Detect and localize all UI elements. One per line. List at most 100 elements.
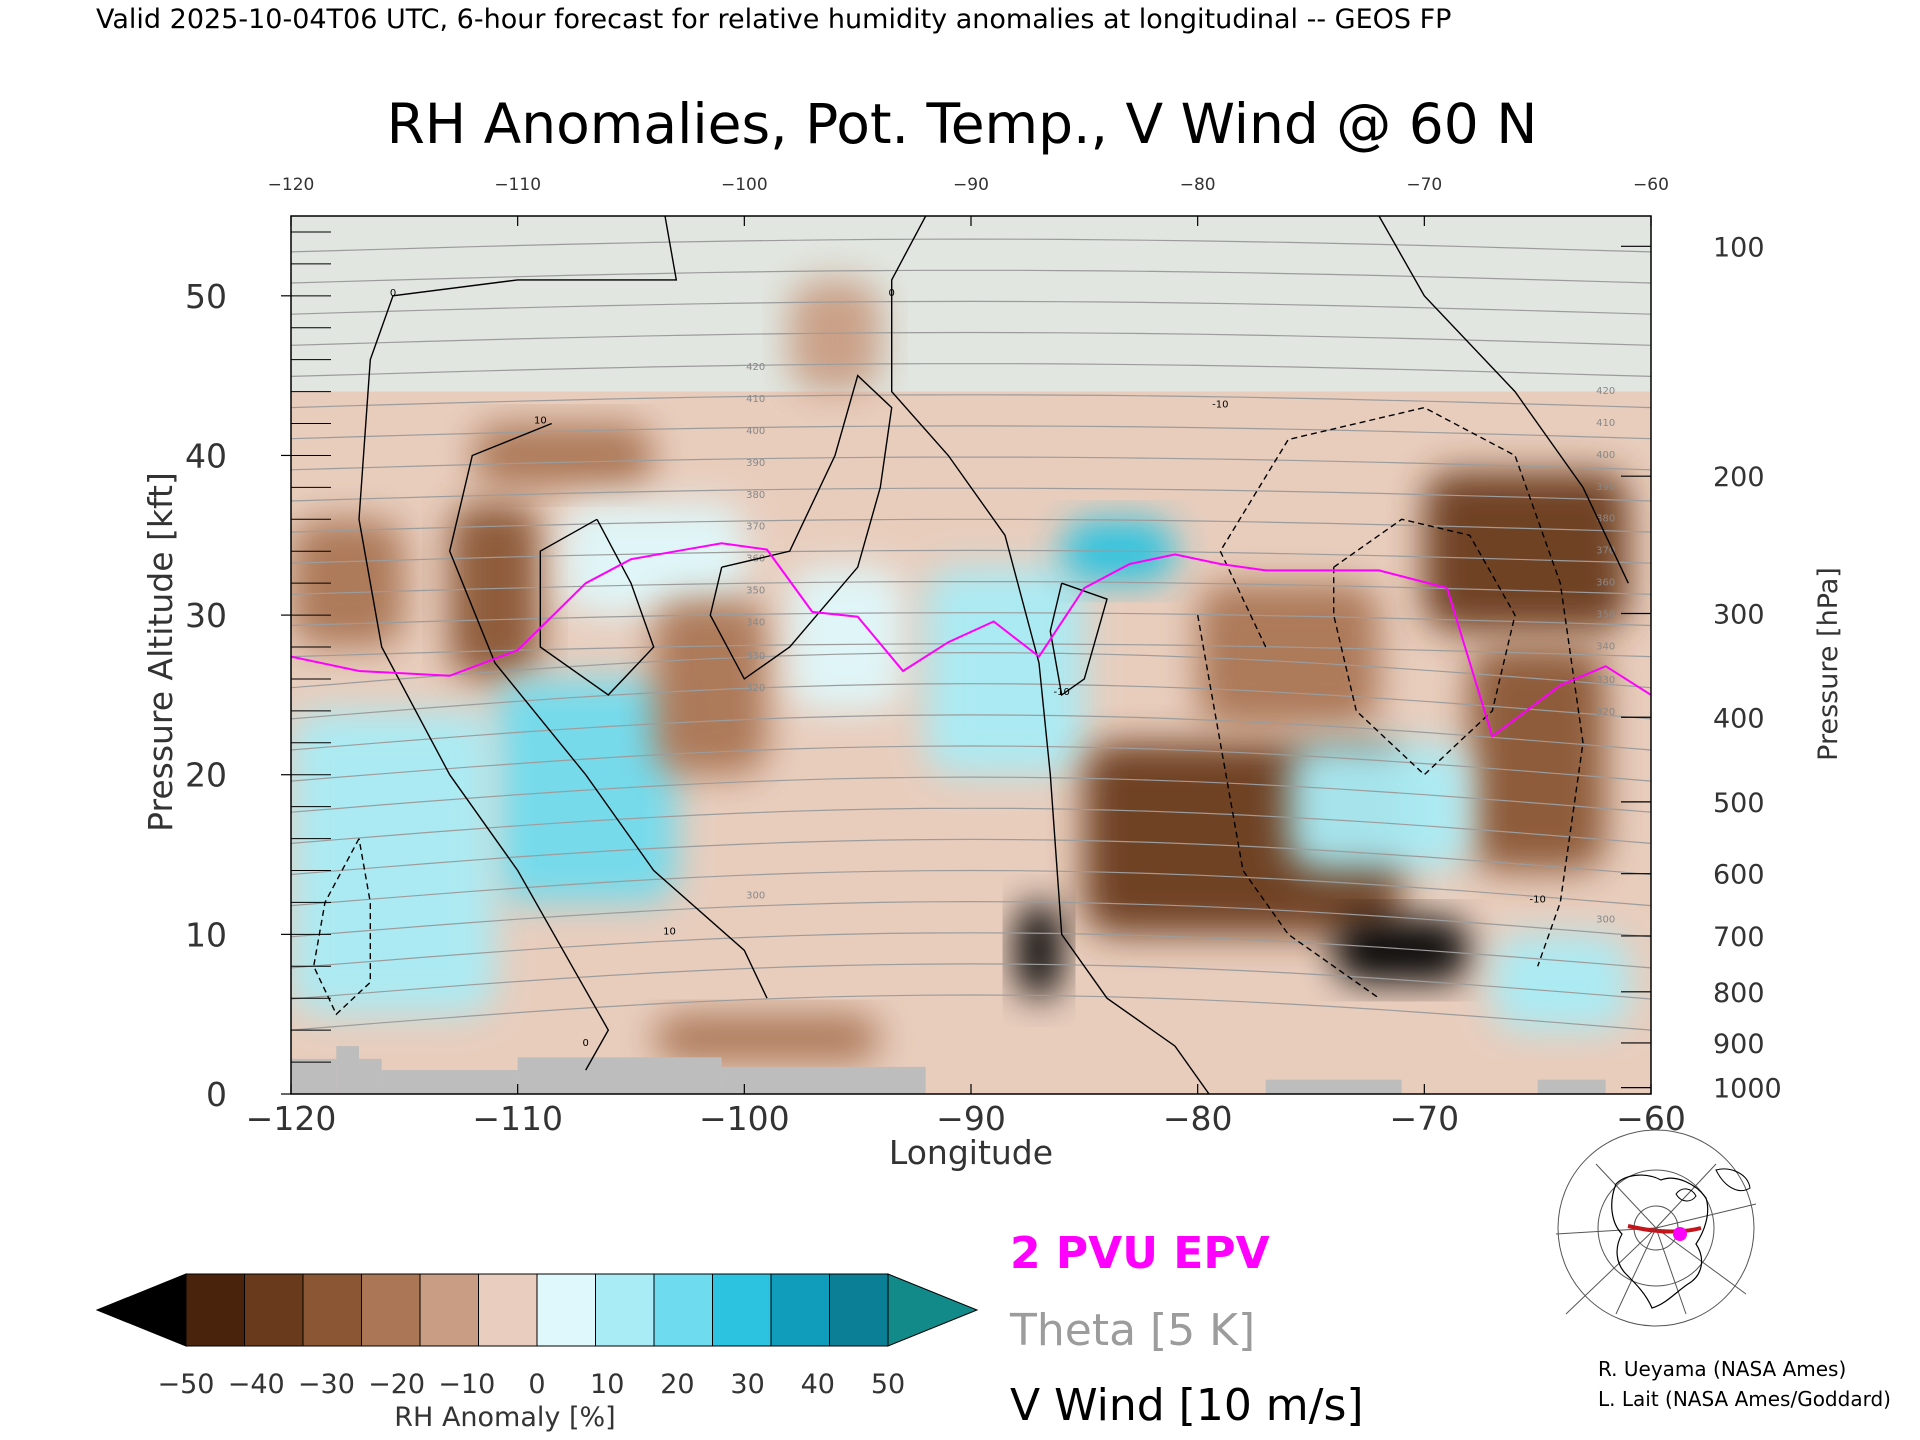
x-tick-label: −80 xyxy=(1163,1099,1233,1138)
theta-contour xyxy=(291,238,1651,253)
pressure-tick-label: 400 xyxy=(1713,703,1765,734)
rh-anomaly-region xyxy=(1197,583,1379,727)
theta-contour xyxy=(291,963,1651,1000)
theta-contour xyxy=(291,269,1651,284)
legend-theta: Theta [5 K] xyxy=(1009,1305,1255,1356)
colorbar-tick-label: 20 xyxy=(660,1369,694,1400)
pressure-tick-label: 500 xyxy=(1713,788,1765,819)
rh-anomaly-region xyxy=(925,567,1085,775)
x-axis-label: Longitude xyxy=(889,1133,1053,1172)
theta-label: 380 xyxy=(746,490,765,501)
top-tick-label: −90 xyxy=(953,175,989,195)
theta-contour xyxy=(291,580,1651,595)
theta-contour xyxy=(291,612,1651,627)
header-text: Valid 2025-10-04T06 UTC, 6-hour forecast… xyxy=(96,4,1451,35)
theta-label: 390 xyxy=(1596,482,1615,493)
x-tick-label: −70 xyxy=(1390,1099,1460,1138)
pressure-tick-label: 600 xyxy=(1713,860,1765,891)
colorbar-tick-label: 40 xyxy=(801,1369,835,1400)
theta-label: 330 xyxy=(746,651,765,662)
chart-title: RH Anomalies, Pot. Temp., V Wind @ 60 N xyxy=(387,92,1538,156)
theta-contour xyxy=(291,745,1651,782)
colorbar-tick-label: −50 xyxy=(158,1369,215,1400)
terrain-block xyxy=(381,1070,518,1094)
v-wind-contour xyxy=(1332,518,1516,776)
theta-label: 400 xyxy=(746,426,765,437)
top-tick-label: −110 xyxy=(494,175,541,195)
v-wind-label: 0 xyxy=(582,1038,588,1049)
theta-contour xyxy=(291,683,1651,720)
theta-contour xyxy=(291,300,1651,315)
theta-label: 340 xyxy=(746,617,765,628)
theta-label: 300 xyxy=(1596,914,1615,925)
colorbar-segment xyxy=(361,1273,421,1347)
pressure-tick-label: 1000 xyxy=(1713,1074,1782,1105)
rh-anomaly-region xyxy=(449,503,541,679)
v-wind-contour xyxy=(1197,614,1380,999)
pressure-tick-label: 700 xyxy=(1713,922,1765,953)
terrain-block xyxy=(721,1066,926,1094)
v-wind-label: 10 xyxy=(663,926,676,937)
colorbar-segment xyxy=(536,1273,596,1347)
v-wind-label: 0 xyxy=(390,288,396,299)
top-tick-label: −80 xyxy=(1180,175,1216,195)
colorbar-segment xyxy=(829,1273,889,1347)
colorbar-segment xyxy=(770,1273,830,1347)
theta-contour xyxy=(291,807,1651,844)
theta-contour xyxy=(291,932,1651,969)
epv-2pvu-contour xyxy=(291,542,1651,739)
rh-anomaly-region xyxy=(291,710,495,1015)
x-tick-label: −110 xyxy=(472,1099,563,1138)
x-tick-label: −90 xyxy=(936,1099,1006,1138)
colorbar-tick-label: −30 xyxy=(298,1369,355,1400)
theta-contour xyxy=(291,776,1651,813)
colorbar-segment xyxy=(244,1273,304,1347)
pressure-tick-label: 200 xyxy=(1713,462,1765,493)
theta-label: 350 xyxy=(746,586,765,597)
v-wind-contour xyxy=(1378,216,1629,584)
theta-label: 300 xyxy=(746,890,765,901)
terrain-block xyxy=(291,1058,337,1094)
theta-contour xyxy=(291,518,1651,533)
terrain-block xyxy=(359,1058,382,1094)
theta-contour xyxy=(291,331,1651,346)
rh-anomaly-region xyxy=(563,503,745,616)
pressure-tick-label: 100 xyxy=(1713,232,1765,263)
terrain-block xyxy=(517,1057,722,1094)
legend: 2 PVU EPV Theta [5 K] V Wind [10 m/s] xyxy=(1009,1228,1364,1431)
legend-epv: 2 PVU EPV xyxy=(1010,1228,1270,1279)
terrain-block xyxy=(1265,1079,1402,1094)
locator-map xyxy=(1555,1129,1757,1327)
y-tick-label: 20 xyxy=(185,756,227,795)
top-tick-label: −100 xyxy=(721,175,768,195)
y-axis-label: Pressure Altitude [kft] xyxy=(141,472,180,832)
plot-area: 3003003203203303303403403503503603603703… xyxy=(290,215,1652,1095)
v-wind-contour xyxy=(539,518,655,696)
colorbar-segment xyxy=(712,1273,772,1347)
rh-anomaly-region xyxy=(789,567,903,711)
v-wind-label: -10 xyxy=(1529,894,1545,905)
colorbar-segment xyxy=(419,1273,479,1347)
colorbar-under-arrow xyxy=(95,1273,187,1347)
terrain-mask xyxy=(291,1046,1606,1094)
top-tick-label: −120 xyxy=(268,175,315,195)
rh-anomaly-region xyxy=(653,1014,881,1063)
colorbar-tick-label: −20 xyxy=(368,1369,425,1400)
v-wind-contour xyxy=(1049,582,1108,697)
v-wind-contour xyxy=(448,422,768,999)
theta-contour xyxy=(291,549,1651,564)
credit-line-1: R. Ueyama (NASA Ames) xyxy=(1598,1357,1846,1381)
credit-line-2: L. Lait (NASA Ames/Goddard) xyxy=(1598,1387,1891,1411)
rh-anomaly-region xyxy=(1469,647,1606,871)
colorbar-tick-label: −40 xyxy=(228,1369,285,1400)
colorbar-tick-label: 50 xyxy=(871,1369,905,1400)
y2-axis-label: Pressure [hPa] xyxy=(1813,567,1844,761)
v-wind-contour xyxy=(891,216,1210,1094)
rh-anomaly-region xyxy=(789,279,881,392)
x-tick-label: −120 xyxy=(246,1099,337,1138)
colorbar-label: RH Anomaly [%] xyxy=(394,1402,615,1433)
colorbar-segment xyxy=(302,1273,362,1347)
colorbar-segment xyxy=(653,1273,713,1347)
colorbar-segment xyxy=(185,1273,245,1347)
